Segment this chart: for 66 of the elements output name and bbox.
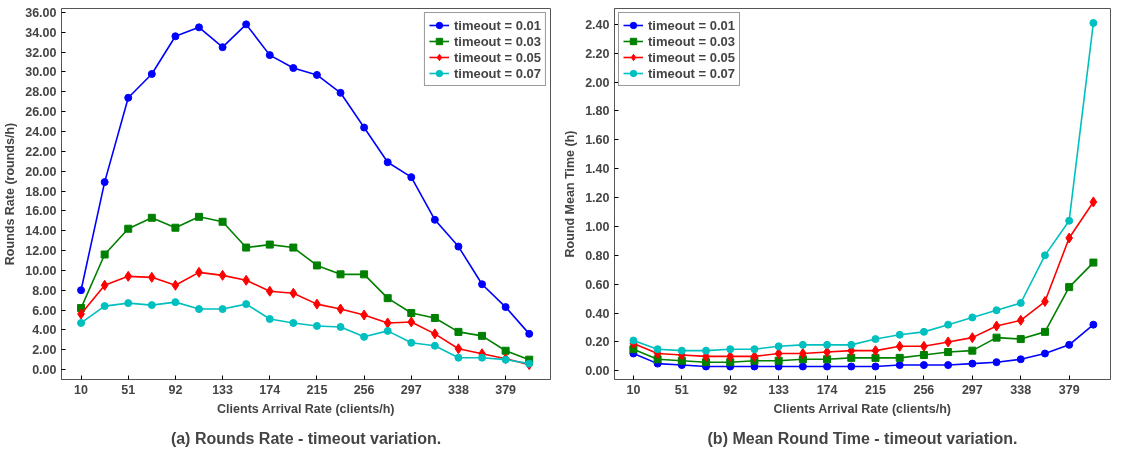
x-tick-label: 256 <box>913 382 935 397</box>
legend-label: timeout = 0.07 <box>648 65 736 81</box>
legend-label: timeout = 0.07 <box>453 65 541 81</box>
x-tick-label: 51 <box>121 382 136 397</box>
y-tick-label: 18.00 <box>25 184 57 199</box>
x-tick-label: 133 <box>212 382 234 397</box>
legend-label: timeout = 0.03 <box>453 33 541 49</box>
y-tick-label: 0.80 <box>585 248 610 263</box>
y-tick-label: 8.00 <box>32 283 57 298</box>
x-tick-label: 338 <box>448 382 469 397</box>
y-tick-label: 0.00 <box>585 364 610 379</box>
y-tick-label: 32.00 <box>25 45 57 60</box>
x-tick-label: 215 <box>306 382 328 397</box>
y-tick-label: 1.20 <box>585 191 610 206</box>
x-tick-label: 133 <box>768 382 790 397</box>
text: (b) Mean Round Time - timeout variation. <box>707 429 1018 447</box>
legend-label: timeout = 0.05 <box>648 49 736 65</box>
y-tick-label: 16.00 <box>25 204 57 219</box>
y-tick-label: 2.20 <box>585 46 610 61</box>
legend-label: timeout = 0.03 <box>648 33 736 49</box>
x-tick-label: 215 <box>865 382 886 397</box>
y-tick-label: 24.00 <box>25 125 57 140</box>
x-tick-label: 297 <box>961 382 983 397</box>
y-tick-label: 20.00 <box>25 164 57 179</box>
y-tick-label: 1.40 <box>585 162 610 177</box>
y-tick-label: 0.40 <box>585 306 610 321</box>
x-tick-label: 92 <box>723 382 738 397</box>
y-tick-label: 2.40 <box>585 17 610 32</box>
x-tick-label: 92 <box>168 382 183 397</box>
y-tick-label: 22.00 <box>25 144 57 159</box>
y-tick-label: 12.00 <box>25 244 57 259</box>
x-tick-label: 174 <box>259 382 281 397</box>
y-tick-label: 2.00 <box>32 343 57 358</box>
y-tick-label: 0.60 <box>585 277 610 292</box>
y-axis-title: Round Mean Time (h) <box>563 130 578 258</box>
y-tick-label: 4.00 <box>32 323 57 338</box>
x-tick-label: 379 <box>495 382 517 397</box>
y-tick-label: 2.00 <box>585 75 610 90</box>
x-tick-label: 256 <box>353 382 375 397</box>
y-axis-title: Rounds Rate (rounds/h) <box>3 122 18 266</box>
y-tick-label: 30.00 <box>25 65 57 80</box>
x-tick-label: 338 <box>1010 382 1032 397</box>
y-tick-label: 28.00 <box>25 85 57 100</box>
x-tick-label: 10 <box>74 382 89 397</box>
legend-label: timeout = 0.01 <box>453 17 541 33</box>
y-tick-label: 10.00 <box>25 263 57 278</box>
x-tick-label: 10 <box>626 382 641 397</box>
x-axis-title: Clients Arrival Rate (clients/h) <box>217 401 395 416</box>
y-tick-label: 14.00 <box>25 224 57 239</box>
legend-label: timeout = 0.01 <box>648 17 736 33</box>
y-tick-label: 26.00 <box>25 105 57 120</box>
y-tick-label: 1.00 <box>585 219 610 234</box>
y-tick-label: 0.20 <box>585 335 610 350</box>
x-tick-label: 379 <box>1058 382 1080 397</box>
legend-label: timeout = 0.05 <box>453 49 541 65</box>
x-tick-label: 51 <box>674 382 689 397</box>
y-tick-label: 1.80 <box>585 104 610 119</box>
y-tick-label: 36.00 <box>25 5 57 20</box>
x-tick-label: 297 <box>400 382 422 397</box>
y-tick-label: 6.00 <box>32 303 57 318</box>
x-axis-title: Clients Arrival Rate (clients/h) <box>773 401 951 416</box>
y-tick-label: 1.60 <box>585 133 610 148</box>
y-tick-label: 0.00 <box>32 363 57 378</box>
x-tick-label: 174 <box>816 382 838 397</box>
text: (a) Rounds Rate - timeout variation. <box>170 429 442 447</box>
y-tick-label: 34.00 <box>25 25 57 40</box>
